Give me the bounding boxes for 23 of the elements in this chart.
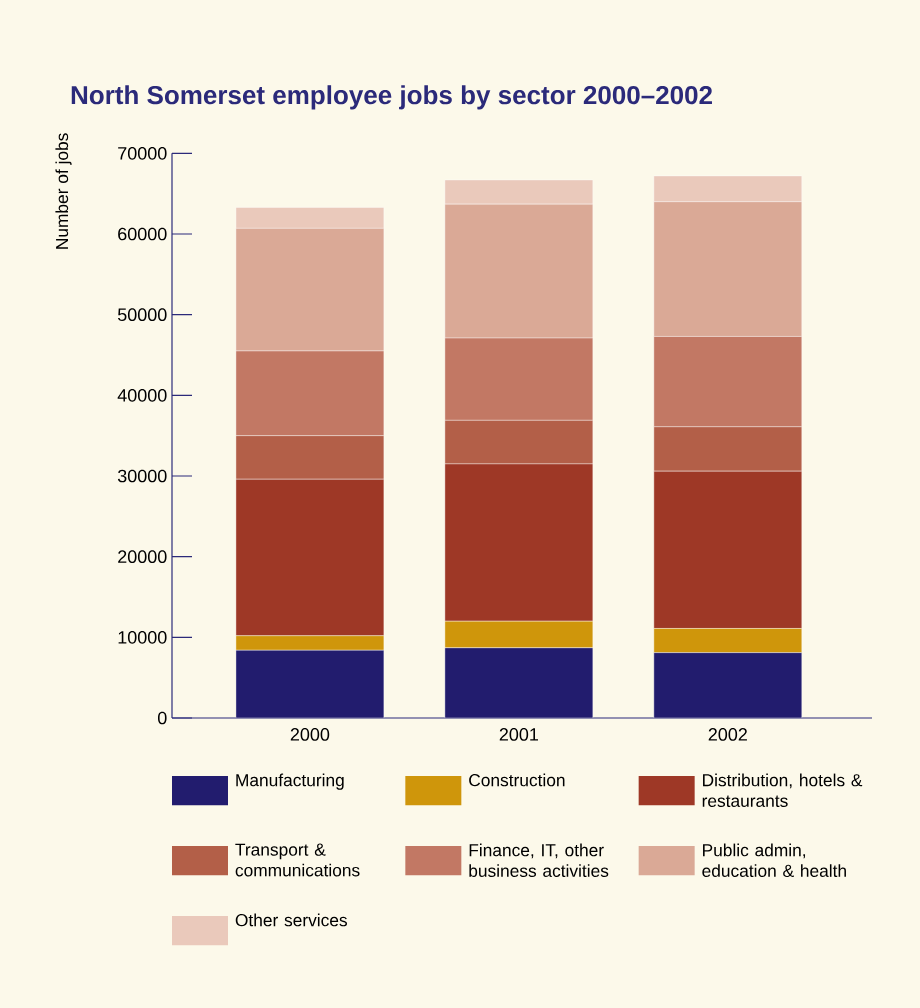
bar	[444, 647, 594, 718]
legend-label: Distribution, hotels & restaurants	[702, 773, 863, 807]
chart-title: North Somerset employee jobs by sector 2000–2002	[71, 85, 712, 110]
y-tick-label: 10000	[118, 630, 167, 644]
x-tick-label: 2001	[499, 728, 538, 741]
legend-label: Finance, IT, other business activities	[469, 843, 609, 877]
bar	[235, 650, 385, 718]
y-tick-label: 0	[157, 711, 167, 725]
x-tick-label: 2000	[290, 728, 330, 741]
legend-label: Transport & communications	[235, 843, 360, 877]
y-tick-label: 30000	[117, 469, 167, 483]
x-tick-label: 2002	[708, 728, 747, 741]
y-tick-label: 70000	[118, 146, 167, 160]
legend-label: Public admin, education & health	[702, 843, 846, 877]
legend-label: Manufacturing	[236, 773, 344, 790]
y-tick-label: 60000	[118, 227, 167, 241]
y-tick-label: 40000	[117, 388, 167, 402]
y-tick-label: 50000	[117, 308, 167, 322]
legend-label: Construction	[469, 773, 565, 787]
y-tick-label: 20000	[118, 550, 167, 564]
y-axis-title: Number of jobs	[55, 133, 72, 249]
legend-label: Other services	[235, 913, 347, 927]
bar	[653, 652, 802, 718]
